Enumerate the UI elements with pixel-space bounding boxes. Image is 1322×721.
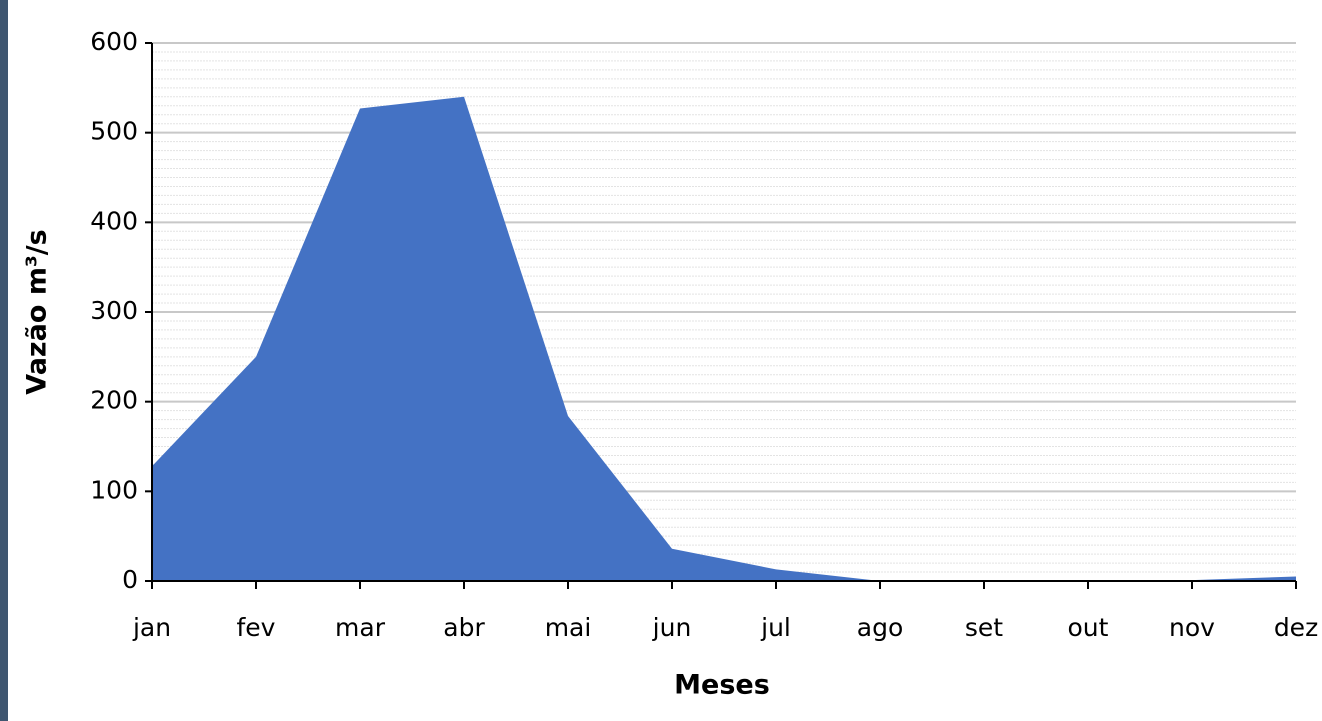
y-tick-label: 0 <box>122 565 138 594</box>
x-tick-label: jul <box>760 613 791 642</box>
x-tick-label: ago <box>857 613 903 642</box>
x-tick-label: dez <box>1274 613 1318 642</box>
y-tick-label: 100 <box>90 475 138 504</box>
x-tick-label: jun <box>652 613 692 642</box>
y-tick-label: 400 <box>90 206 138 235</box>
x-tick-label: abr <box>443 613 485 642</box>
x-tick-label: fev <box>237 613 276 642</box>
area <box>152 96 1296 582</box>
y-tick-label: 200 <box>90 386 138 415</box>
y-tick-label: 300 <box>90 296 138 325</box>
x-tick-label: out <box>1068 613 1109 642</box>
window-edge <box>0 0 8 721</box>
y-tick-label: 500 <box>90 117 138 146</box>
x-axis-title: Meses <box>674 670 770 701</box>
y-tick-label: 600 <box>90 27 138 56</box>
x-tick-label: set <box>965 613 1003 642</box>
x-tick-label: mar <box>335 613 386 642</box>
x-tick-label: jan <box>132 613 171 642</box>
x-tick-label: mai <box>545 613 592 642</box>
y-axis-title: Vazão m³/s <box>22 229 53 394</box>
x-tick-label: nov <box>1169 613 1215 642</box>
